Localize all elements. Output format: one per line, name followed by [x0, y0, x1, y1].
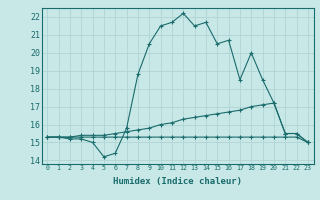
X-axis label: Humidex (Indice chaleur): Humidex (Indice chaleur)	[113, 177, 242, 186]
